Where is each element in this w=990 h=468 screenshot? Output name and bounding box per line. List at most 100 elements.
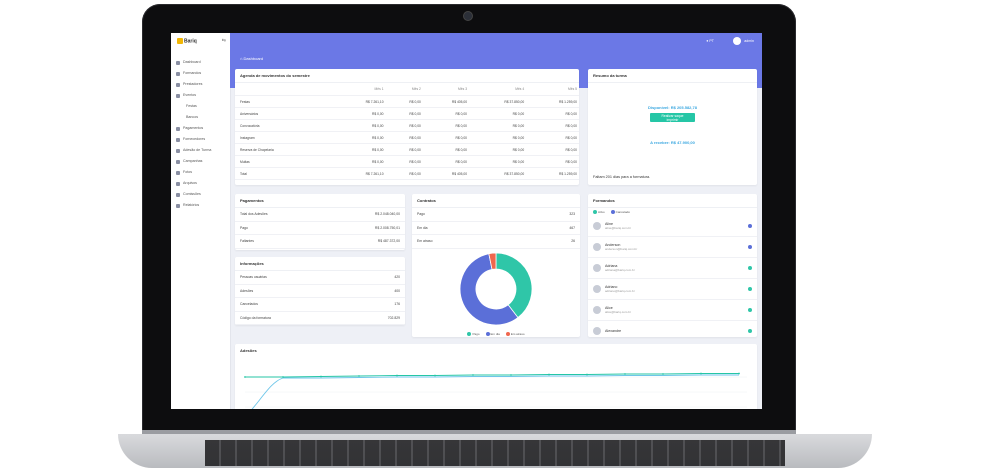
table-cell: R$ 0,00 [422,107,470,120]
item-value: 420 [394,275,400,279]
user-menu[interactable]: admin [733,37,754,45]
nav-icon [176,203,180,208]
avatar [593,264,601,273]
graduate-row[interactable]: Adriana adriana@bariq.com.br [588,258,757,280]
table-cell: Total [235,167,333,180]
avatar [593,243,601,252]
screen: Bariq ⇆ Dashboard Formandos Prestadores Eve… [171,33,762,409]
nav-icon [176,181,180,186]
sidebar-item[interactable]: Prestadores [171,79,230,90]
series-line-primary [245,373,739,378]
sidebar-item[interactable]: Formandos [171,68,230,79]
withdraw-button[interactable]: Realizar saque imprimir [650,113,695,122]
list-item: Em dia 467 [412,222,580,235]
table-cell: R$ 0,00 [422,131,470,144]
table-cell: R$ 0,00 [422,119,470,132]
item-label: Pessoas usuárias [240,275,267,279]
item-value: 467 [569,225,575,230]
sidebar-item[interactable]: Fotos [171,167,230,178]
table-cell: R$ 1.259,00 [526,95,579,108]
sidebar-item[interactable]: Eventos [171,90,230,101]
graduate-name: Aline [605,222,613,227]
line-point [434,374,436,377]
sidebar-item-label: Adesão de Turma [183,148,212,152]
graduate-row[interactable]: Alexandre [588,321,757,337]
graduates-title: Formandos [588,194,757,208]
column-header: Mês 4 [469,83,527,96]
adesoes-line-chart [244,372,747,409]
contracts-donut-chart [459,252,533,325]
graduate-name: Adriano [605,285,618,290]
graduate-email: anderson@bariq.com.br [605,247,638,252]
breadcrumb[interactable]: ⌂ Dashboard [240,56,264,61]
graduate-info: Aline aline@bariq.com.br [605,222,631,230]
sidebar-item[interactable]: Pagamentos [171,123,230,134]
graduate-row[interactable]: Alice alice@bariq.com.br [588,300,757,322]
chart-gridlines [245,376,747,408]
payments-title: Pagamentos [235,194,405,208]
line-point [510,374,512,376]
graduate-info: Adriano adriano@bariq.com.br [605,285,635,293]
pie-slice-em-atraso[interactable] [488,252,497,270]
list-item: Faltantes R$ 487.372,00 [235,235,405,249]
item-value: 702.829 [387,315,400,320]
sidebar-item[interactable]: Adesão de Turma [171,145,230,156]
table-cell: R$ 0,00 [385,143,423,156]
avatar [593,285,601,294]
column-header: Mês 3 [422,83,470,96]
keyboard [205,440,785,466]
table-cell: R$ 0,00 [469,119,527,132]
table-cell: R$ 7.261,10 [332,95,386,108]
legend-item: Em dia [485,331,500,336]
graduate-row[interactable]: Aline aline@bariq.com.br [588,216,757,238]
column-header: Mês 2 [385,83,423,96]
item-label: Pago [417,212,425,216]
line-point [662,373,664,375]
legend-item: Cancelado [610,210,631,215]
language-selector[interactable]: ● PT [706,39,714,43]
legend-item: Pago [467,331,480,336]
adesoes-card: Adesões [235,344,757,409]
column-header: Mês 5 [526,83,579,96]
sidebar-item[interactable]: Relatórios [171,200,230,211]
table-cell: R$ 405,00 [422,95,470,108]
graduate-row[interactable]: Adriano adriano@bariq.com.br [588,279,757,301]
available-balance: Disponível: R$ 205.582,78 [648,105,697,110]
sidebar-item[interactable]: Festas [171,101,230,112]
sidebar-item-label: Arquivos [183,181,197,185]
legend-label: Cancelado [615,210,631,214]
legend-label: Pago [472,331,480,336]
table-cell: R$ 0,00 [422,155,470,168]
status-dot [748,266,752,271]
sidebar-item[interactable]: Campanhas [171,156,230,167]
sidebar-item[interactable]: Comissões [171,189,230,200]
table-row: Festas R$ 7.261,10 R$ 0,00 R$ 405,00 R$ 37.8… [235,95,579,108]
sidebar-item[interactable]: Arquivos [171,178,230,189]
table-cell: R$ 37.850,00 [469,95,527,108]
table-row: Instagram R$ 0,00 R$ 0,00 R$ 0,00 R$ 0,00 R$ … [235,131,579,144]
sidebar-item[interactable]: Bancos [171,112,230,123]
table-cell: R$ 0,00 [332,155,386,168]
status-dot [748,308,752,313]
chart-legend: Pago Em dia Em atraso [412,332,580,336]
legend-dot [485,331,490,336]
graduate-row[interactable]: Anderson anderson@bariq.com.br [588,237,757,259]
sidebar-item-label: Comissões [183,192,201,196]
collapse-menu-icon[interactable]: ⇆ [221,38,226,44]
sidebar-item-label: Fotos [183,170,192,174]
info-list: Pessoas usuárias 420 Adesões 400 Cancelados 1… [235,271,405,325]
sidebar-item[interactable]: Dashboard [171,57,230,68]
line-point [396,374,398,377]
item-value: 400 [394,288,400,293]
pie-slice-em-dia[interactable] [459,252,519,325]
table-cell: R$ 0,00 [422,143,470,156]
table-row: Aniversários R$ 0,00 R$ 0,00 R$ 0,00 R$ 0,00… [235,107,579,120]
item-label: Em atraso [417,239,433,243]
item-label: Adesões [240,288,254,293]
sidebar-item[interactable]: Fornecedores [171,134,230,145]
graduate-name: Alice [605,306,613,311]
sidebar: Bariq ⇆ Dashboard Formandos Prestadores Eve… [171,33,231,409]
app-logo[interactable]: Bariq [177,38,197,44]
pie-slice-pago[interactable] [495,252,533,318]
table-cell: R$ 0,00 [469,131,527,144]
